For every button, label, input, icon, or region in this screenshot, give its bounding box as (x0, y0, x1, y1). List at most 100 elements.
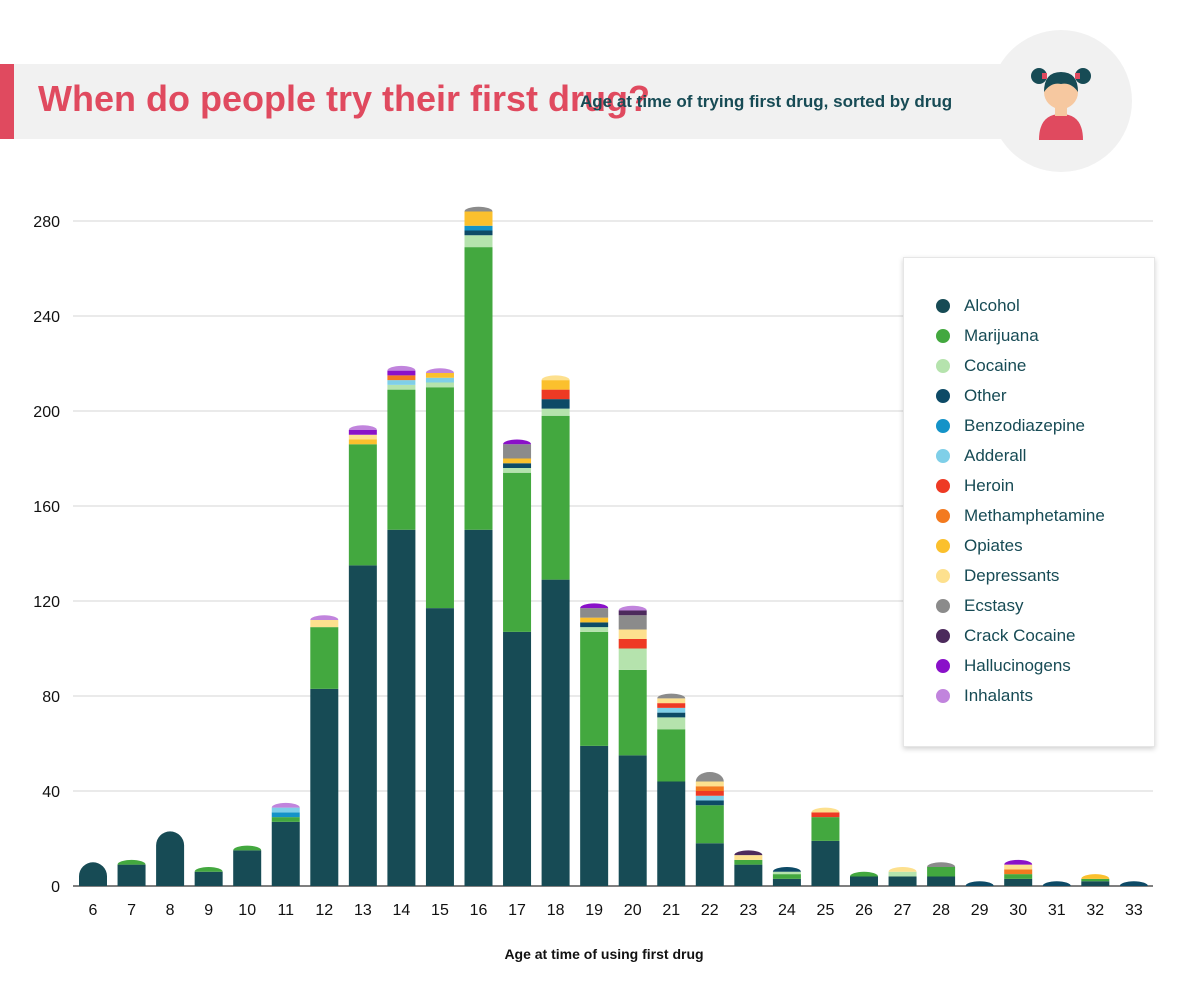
legend-swatch (936, 569, 950, 583)
bar-segment (1119, 881, 1148, 887)
legend-label: Methamphetamine (964, 506, 1105, 525)
bar-segment (580, 627, 609, 632)
bar-segment (657, 703, 686, 708)
bar-segment (618, 669, 647, 756)
bar-segment (503, 468, 532, 473)
bar-segment (387, 384, 416, 390)
bar-segment (927, 867, 956, 877)
bar-segment (1004, 859, 1033, 865)
bar-segment (425, 377, 454, 383)
x-tick-label: 10 (238, 902, 256, 919)
bar-segment (464, 230, 493, 236)
bar-segment (1004, 874, 1033, 879)
bar-segment (580, 631, 609, 746)
bar-segment (194, 867, 223, 872)
bar-segment (541, 579, 570, 886)
legend-swatch (936, 329, 950, 343)
bar-segment (734, 864, 763, 886)
legend-item: Other (936, 384, 1007, 408)
x-tick-label: 19 (585, 902, 603, 919)
bar-segment (387, 380, 416, 385)
bar-segment (850, 876, 878, 886)
bar-segment (233, 850, 262, 886)
bar-segment (464, 211, 493, 226)
x-tick-label: 26 (855, 902, 873, 919)
bar-segment (425, 373, 454, 378)
bar-segment (541, 415, 570, 580)
bar-segment (233, 845, 262, 851)
bar-segment (271, 817, 300, 822)
bar-segment (271, 802, 300, 808)
bar-segment (734, 855, 763, 860)
bar-segment (271, 821, 300, 886)
bar-segment (464, 529, 493, 886)
bar-segment (580, 745, 609, 886)
bar-segment (811, 817, 840, 841)
chart-legend: Alcohol Marijuana Cocaine Other Benzodiazepi… (903, 257, 1155, 747)
bar-segment (618, 639, 647, 649)
bar-segment (1004, 869, 1033, 875)
bar-segment (117, 864, 146, 886)
bar-segment (657, 698, 686, 704)
x-tick-label: 12 (315, 902, 333, 919)
bar-segment (348, 430, 377, 435)
bar-segment (965, 881, 994, 886)
bar-segment (503, 439, 532, 445)
x-tick-label: 31 (1048, 902, 1066, 919)
bar-segment (310, 620, 339, 628)
legend-swatch (936, 419, 950, 433)
bar-segment (618, 605, 647, 611)
bar-segment (1042, 881, 1071, 886)
bar-segment (618, 755, 647, 886)
x-tick-label: 30 (1009, 902, 1027, 919)
bar-segment (310, 615, 339, 620)
x-tick-label: 20 (624, 902, 642, 919)
bar-segment (425, 608, 454, 886)
bar-segment (888, 867, 917, 872)
y-tick-label: 160 (33, 499, 60, 516)
bar-segment (503, 472, 532, 632)
bar-segment (387, 529, 416, 886)
bar-segment (1081, 878, 1110, 882)
y-tick-label: 120 (33, 594, 60, 611)
x-tick-label: 6 (89, 902, 98, 919)
bar-segment (348, 444, 377, 566)
bar-segment (695, 772, 724, 782)
bar-segment (734, 850, 763, 856)
bar-segment (271, 807, 300, 813)
legend-item: Heroin (936, 474, 1014, 498)
legend-item: Inhalants (936, 684, 1033, 708)
x-tick-label: 21 (662, 902, 680, 919)
x-tick-label: 23 (739, 902, 757, 919)
bar-segment (541, 408, 570, 416)
bar-segment (888, 876, 917, 886)
x-tick-label: 18 (547, 902, 565, 919)
bar-segment (657, 712, 686, 718)
bar-segment (464, 247, 493, 530)
x-tick-label: 32 (1086, 902, 1104, 919)
legend-item: Cocaine (936, 354, 1026, 378)
x-tick-label: 29 (971, 902, 989, 919)
bar-segment (156, 831, 185, 886)
girl-avatar-icon (1031, 68, 1091, 140)
y-tick-label: 200 (33, 404, 60, 421)
bar-segment (348, 425, 377, 430)
legend-swatch (936, 299, 950, 313)
bar-segment (811, 812, 840, 818)
bar-segment (811, 840, 840, 886)
x-tick-label: 11 (277, 902, 294, 919)
bar-segment (888, 871, 917, 877)
x-tick-label: 16 (470, 902, 488, 919)
bar-segment (310, 627, 339, 689)
legend-swatch (936, 479, 950, 493)
bar-segment (927, 876, 956, 886)
bar-segment (772, 878, 801, 886)
bar-segment (541, 389, 570, 400)
bar-segment (695, 791, 724, 796)
x-tick-label: 17 (508, 902, 526, 919)
bar-segment (1081, 881, 1110, 886)
bar-segment (348, 565, 377, 886)
bar-segment (541, 380, 570, 390)
legend-item: Opiates (936, 534, 1023, 558)
bar-segment (541, 399, 570, 409)
